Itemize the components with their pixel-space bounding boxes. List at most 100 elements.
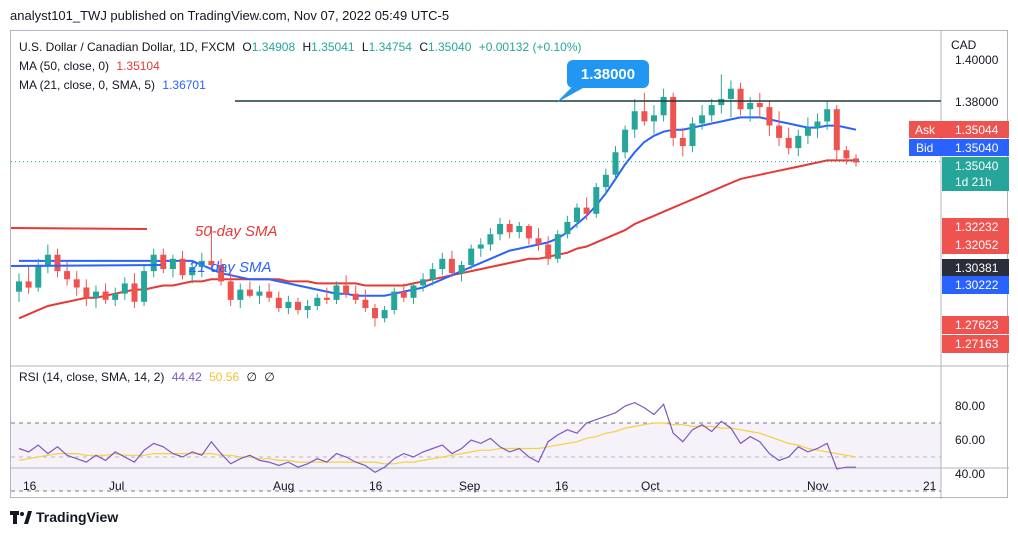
legend-l-label: L (361, 40, 369, 54)
candle-body (612, 152, 619, 175)
rsi-legend: RSI (14, close, SMA, 14, 2) 44.42 50.56 … (19, 370, 279, 384)
bid-tag-bg (942, 139, 1009, 156)
price-tag-bg (942, 276, 1009, 294)
legend-change: +0.00132 (+0.10%) (478, 40, 582, 54)
candle-body (574, 207, 580, 222)
annotations: 1.38000 50-day SMA 21-day SMA (11, 60, 941, 276)
time-tick-label: Nov (807, 479, 828, 493)
candle-body (189, 267, 196, 276)
candle-body (708, 105, 715, 116)
candle-body (218, 265, 225, 282)
time-tick-label: Sep (459, 479, 481, 493)
chart-frame[interactable]: 1.38000 50-day SMA 21-day SMA CAD 1.40000 1.… (10, 30, 1009, 499)
candle-body (420, 279, 427, 286)
candle-body (699, 115, 706, 124)
candle-body (169, 258, 176, 269)
candle-body (679, 137, 686, 147)
candle-body (93, 291, 99, 298)
price-tick-label: 1.40000 (955, 53, 999, 67)
price-tick-label: 1.38000 (955, 95, 999, 109)
price-tag-bg (942, 236, 1009, 254)
legend-symbol-row: U.S. Dollar / Canadian Dollar, 1D, FXCM … (19, 40, 585, 54)
candle-body (843, 150, 850, 159)
candle-body (718, 98, 725, 106)
ask-tag-bg (942, 121, 1009, 138)
candle-body (833, 109, 840, 151)
time-tick-label: 16 (23, 479, 37, 493)
resistance-callout-label: 1.38000 (581, 66, 635, 83)
legend-ma50-row: MA (50, close, 0) 1.35104 (19, 59, 164, 73)
legend-ma50-label: MA (50, close, 0) (19, 59, 110, 73)
candle-body (285, 301, 292, 309)
bid-label: Bid (916, 141, 933, 155)
price-tag-bg (942, 316, 1009, 334)
sma21-annotation: 21-day SMA (188, 259, 272, 276)
candle-body (25, 281, 32, 288)
candle-body (506, 224, 513, 233)
rsi-value: 44.42 (171, 370, 202, 384)
candle-body (737, 88, 744, 110)
candle-body (583, 207, 590, 214)
candle-body (227, 281, 234, 300)
countdown-value: 1d 21h (955, 175, 992, 189)
time-tick-label: 16 (555, 479, 569, 493)
candle-body (727, 88, 734, 99)
candle-body (776, 125, 783, 138)
candle-body (131, 283, 138, 302)
candle-body (554, 234, 561, 259)
last-price-value: 1.35040 (955, 159, 999, 173)
time-tick-label: Aug (273, 479, 294, 493)
candle-body (362, 299, 369, 308)
candle-body (602, 174, 609, 188)
candle-body (631, 111, 638, 130)
legend-o-label: O (242, 40, 252, 54)
time-axis: 16 Jul Aug 16 Sep 16 Oct Nov 21 (23, 479, 937, 493)
legend-c-label: C (419, 40, 428, 54)
candle-body (756, 103, 763, 108)
candle-body (237, 289, 244, 300)
candle-body (256, 291, 263, 296)
resistance-callout-pointer (556, 88, 583, 103)
candle-body (535, 238, 542, 245)
candle-body (266, 291, 273, 298)
candle-body (381, 310, 388, 319)
candle-body (83, 287, 90, 298)
legend-open: 1.34908 (251, 40, 296, 54)
candle-body (593, 187, 600, 214)
candle-body (246, 289, 253, 296)
candle-body (304, 306, 311, 311)
rsi-label: RSI (14, close, SMA, 14, 2) (19, 370, 165, 384)
candle-body (179, 258, 186, 276)
sma-lines (18, 116, 857, 320)
rsi-empty-icon-2: ∅ (264, 370, 275, 384)
ma50-line (18, 159, 856, 320)
candle-body (660, 96, 667, 116)
candle-body (102, 291, 109, 300)
last-tag-bg (942, 157, 1009, 191)
publisher-line: analyst101_TWJ published on TradingView.… (10, 8, 450, 23)
candle-body (448, 258, 455, 274)
tradingview-logo-icon (10, 511, 32, 524)
candle-body (525, 226, 532, 239)
price-tick-label: 1.30222 (955, 278, 999, 292)
currency-label: CAD (951, 38, 977, 52)
candle-body (795, 135, 802, 149)
top-bar: analyst101_TWJ published on TradingView.… (0, 0, 1018, 30)
candle-body (160, 254, 167, 269)
candle-body (391, 291, 398, 310)
candle-body (314, 297, 321, 306)
candle-body (112, 293, 119, 300)
rsi-line (18, 401, 856, 474)
time-tick-label: Jul (109, 479, 124, 493)
candle-body (439, 258, 446, 269)
candle-body (814, 121, 821, 128)
rsi-lines (18, 401, 857, 474)
candle-body (429, 269, 436, 280)
candle-body (747, 103, 754, 110)
candle-body (564, 221, 571, 235)
candle-body (343, 285, 350, 294)
candle-body (670, 96, 677, 138)
candle-body (295, 301, 301, 311)
